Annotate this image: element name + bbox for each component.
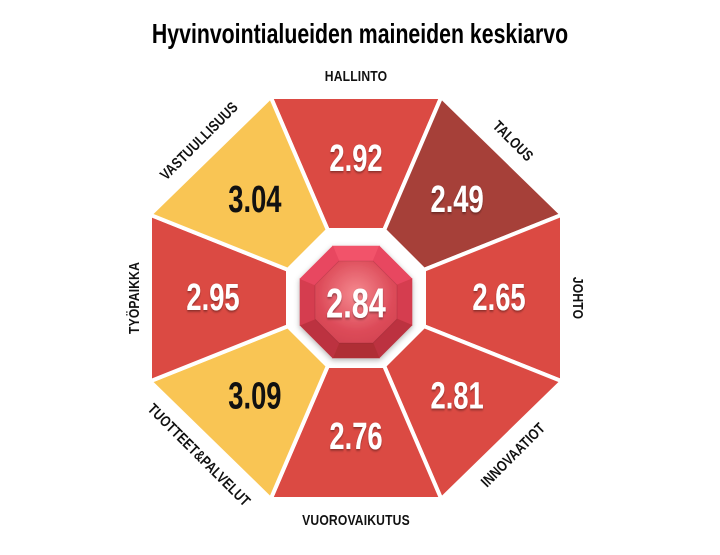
segment-label-hallinto: HALLINTO <box>325 68 388 84</box>
gem-face <box>314 260 398 344</box>
center-gem: 2.84 <box>299 245 413 359</box>
gem-facet <box>332 342 380 359</box>
segment-label-vuorovaikutus: VUOROVAIKUTUS <box>302 512 410 528</box>
segment-label-johto: JOHTO <box>570 277 586 320</box>
segment-vastuullisuus <box>146 93 331 273</box>
chart-title: Hyvinvointialueiden maineiden keskiarvo <box>152 18 568 50</box>
segment-value-johto: 2.65 <box>472 277 525 319</box>
center-value: 2.84 <box>326 280 386 327</box>
segment-value-vuorovaikutus: 2.76 <box>329 416 382 458</box>
segment-value-talous: 2.49 <box>430 178 483 220</box>
segment-value-innovaatiot: 2.81 <box>430 375 483 417</box>
gem-facet <box>332 245 380 262</box>
segment-value-vastuullisuus: 3.04 <box>228 178 282 220</box>
segment-label-ty-paikka: TYÖPAIKKA <box>126 262 142 334</box>
gem-facet <box>396 278 413 326</box>
segment-value-hallinto: 2.92 <box>329 138 382 180</box>
segment-value-tuotteet-palvelut: 3.09 <box>228 375 281 417</box>
segment-value-ty-paikka: 2.95 <box>186 277 239 319</box>
gem-facet <box>299 278 316 326</box>
